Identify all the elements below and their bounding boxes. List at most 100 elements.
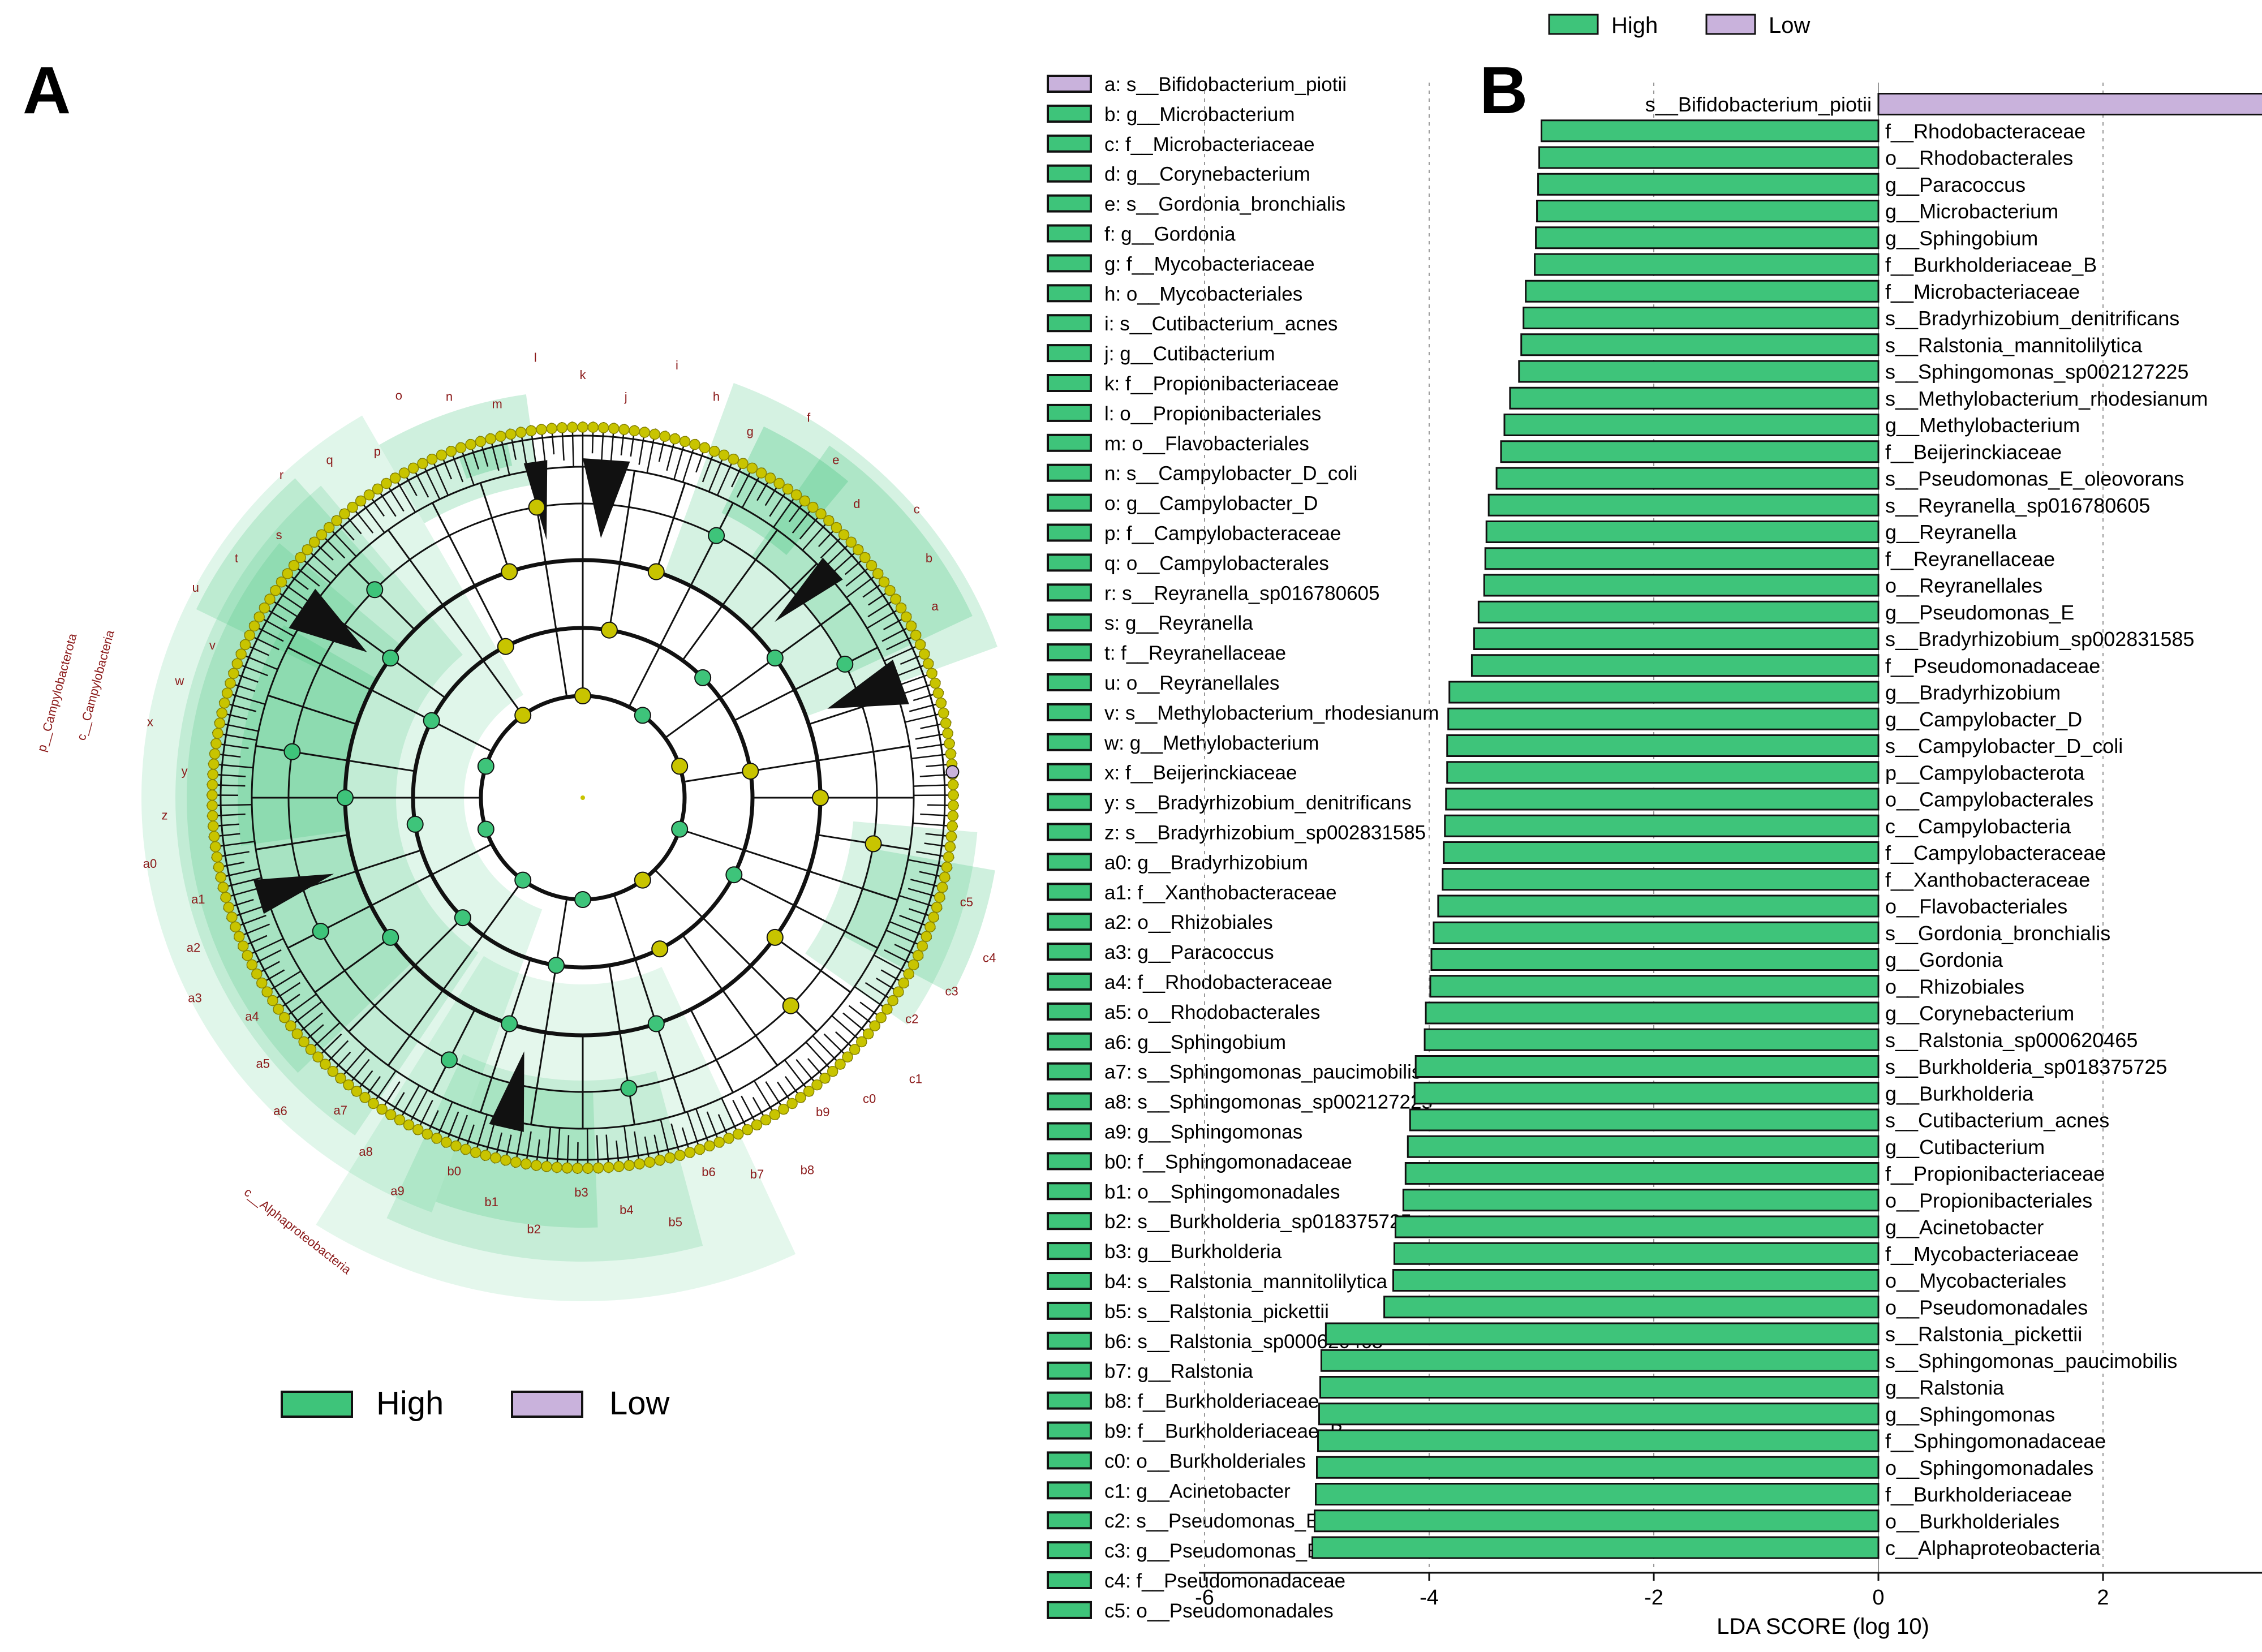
- clade-node-letter: q: [326, 453, 333, 467]
- clade-leaf-node: [208, 769, 218, 780]
- key-entry-k: k: f__Propionibacteriaceae: [1104, 373, 1339, 395]
- clade-leaf-node: [386, 1109, 396, 1120]
- lda-bar: [1445, 815, 1878, 836]
- key-swatch-c2: [1048, 1512, 1091, 1528]
- lda-bar: [1474, 629, 1878, 649]
- clade-internal-node: [382, 650, 398, 666]
- clade-node-letter: a1: [191, 892, 205, 906]
- key-swatch-b1: [1048, 1183, 1091, 1199]
- clade-leaf-node: [516, 427, 526, 437]
- key-entry-a8: a8: s__Sphingomonas_sp002127225: [1104, 1091, 1433, 1113]
- key-entry-z: z: s__Bradyrhizobium_sp002831585: [1104, 822, 1426, 844]
- clade-leaf-node: [254, 612, 264, 622]
- key-swatch-a9: [1048, 1124, 1091, 1139]
- clade-leaf-node: [250, 621, 260, 631]
- clade-node-letter: d: [853, 497, 860, 511]
- key-swatch-c: [1048, 136, 1091, 152]
- lda-bar: [1542, 121, 1879, 141]
- clade-leaf-node: [240, 639, 251, 649]
- key-swatch-d: [1048, 166, 1091, 182]
- lda-bar-label: f__Xanthobacteraceae: [1885, 868, 2090, 891]
- key-swatch-s: [1048, 614, 1091, 630]
- clade-leaf-node: [216, 872, 226, 883]
- lda-x-tick-label: 0: [1872, 1586, 1884, 1610]
- clade-leaf-node: [373, 484, 383, 494]
- clade-leaf-node: [223, 902, 234, 913]
- clade-leaf-node: [906, 621, 916, 631]
- key-entry-f: f: g__Gordonia: [1104, 223, 1236, 246]
- key-entry-g: g: f__Mycobacteriaceae: [1104, 253, 1315, 275]
- lda-bar: [1316, 1484, 1878, 1505]
- key-swatch-p: [1048, 525, 1091, 541]
- clade-node-letter: c1: [909, 1072, 922, 1086]
- lda-bar: [1447, 762, 1878, 783]
- clade-internal-node: [866, 836, 881, 851]
- clade-leaf-node: [413, 1125, 423, 1135]
- key-entry-m: m: o__Flavobacteriales: [1104, 433, 1309, 455]
- clade-node-letter: a9: [390, 1184, 404, 1198]
- lda-bar: [1450, 682, 1878, 703]
- clade-leaf-node: [930, 678, 940, 689]
- clade-leaf-node: [436, 450, 446, 460]
- clade-leaf-node: [242, 950, 252, 961]
- clade-leaf-node: [927, 668, 937, 678]
- clade-node-letter: a6: [273, 1104, 287, 1118]
- clade-leaf-node: [660, 431, 670, 441]
- clade-internal-node: [478, 758, 494, 774]
- lda-bar-label: f__Beijerinckiaceae: [1885, 440, 2062, 463]
- clade-node-letter: b5: [669, 1215, 682, 1229]
- key-entry-b7: b7: g__Ralstonia: [1104, 1361, 1253, 1383]
- key-entry-a0: a0: g__Bradyrhizobium: [1104, 851, 1308, 874]
- key-entry-j: j: g__Cutibacterium: [1104, 343, 1275, 365]
- lda-bar-label: o__Pseudomonadales: [1885, 1296, 2088, 1319]
- clade-node-letter: b: [926, 551, 932, 565]
- key-swatch-h: [1048, 285, 1091, 301]
- clade-node-letter: b9: [816, 1105, 829, 1119]
- key-swatch-n: [1048, 465, 1091, 481]
- clade-node-letter: a8: [359, 1145, 372, 1159]
- clade-leaf-node: [583, 1163, 593, 1173]
- clade-leaf-node: [208, 821, 218, 831]
- lda-bar-label: f__Burkholderiaceae_B: [1885, 253, 2097, 277]
- lda-legend: High Low: [1549, 13, 1810, 38]
- clade-leaf-node: [941, 718, 951, 728]
- clade-leaf-node: [675, 1150, 685, 1160]
- clade-internal-node: [726, 867, 742, 883]
- clade-leaf-node: [214, 718, 225, 728]
- clade-node-letter: a5: [256, 1057, 270, 1071]
- key-entry-b8: b8: f__Burkholderiaceae: [1104, 1391, 1319, 1413]
- clade-internal-node: [648, 1016, 664, 1031]
- lda-bar-label: g__Acinetobacter: [1885, 1216, 2044, 1239]
- clade-leaf-node: [208, 811, 218, 821]
- clade-leaf-node: [446, 446, 456, 457]
- clade-leaf-node: [945, 842, 955, 852]
- key-swatch-a8: [1048, 1094, 1091, 1109]
- key-entry-p: p: f__Campylobacteraceae: [1104, 523, 1341, 545]
- clade-internal-node: [672, 758, 687, 774]
- lda-bar-label: s__Gordonia_bronchialis: [1885, 922, 2110, 945]
- clade-leaf-node: [268, 996, 278, 1006]
- key-entry-a1: a1: f__Xanthobacteraceae: [1104, 881, 1337, 904]
- lda-bar-label: g__Corynebacterium: [1885, 1002, 2074, 1025]
- clade-leaf-node: [629, 425, 639, 436]
- lda-x-axis: -6-4-2024: [1195, 1573, 2262, 1610]
- key-swatch-u: [1048, 674, 1091, 690]
- clade-leaf-node: [704, 1141, 715, 1151]
- key-swatch-a4: [1048, 974, 1091, 990]
- clade-node-letter: c0: [863, 1091, 876, 1105]
- lda-bar: [1438, 896, 1878, 917]
- clade-node-letter: g: [747, 424, 754, 438]
- lda-bar: [1521, 334, 1878, 355]
- legend-high-swatch: [282, 1392, 352, 1417]
- clade-leaf-node: [634, 1159, 644, 1169]
- clade-leaf-node: [441, 1137, 451, 1147]
- lda-bar: [1484, 575, 1878, 596]
- lda-bar-label: s__Bradyrhizobium_denitrificans: [1885, 307, 2179, 330]
- lda-bar: [1321, 1350, 1878, 1371]
- key-entry-d: d: g__Corynebacterium: [1104, 164, 1310, 186]
- key-swatch-y: [1048, 794, 1091, 810]
- lda-bar: [1326, 1323, 1878, 1344]
- clade-leaf-node: [935, 892, 945, 902]
- lda-bar: [1393, 1270, 1878, 1291]
- lda-bar: [1536, 227, 1878, 248]
